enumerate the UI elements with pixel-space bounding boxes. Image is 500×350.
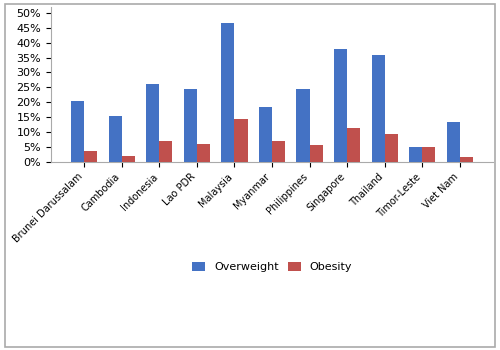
Bar <box>197 144 210 162</box>
Bar <box>84 152 98 162</box>
Bar <box>384 134 398 162</box>
Bar <box>409 147 422 162</box>
Bar <box>222 23 234 162</box>
Bar <box>71 101 84 162</box>
Bar <box>334 49 347 162</box>
Bar <box>460 158 473 162</box>
Bar <box>422 147 436 162</box>
Bar <box>446 122 460 162</box>
Bar <box>160 141 172 162</box>
Legend: Overweight, Obesity: Overweight, Obesity <box>188 257 356 276</box>
Bar <box>184 89 197 162</box>
Bar <box>146 84 160 162</box>
Bar <box>122 156 135 162</box>
Bar <box>372 55 384 162</box>
Bar <box>259 107 272 162</box>
Bar <box>108 116 122 162</box>
Bar <box>272 141 285 162</box>
Bar <box>296 89 310 162</box>
Bar <box>347 128 360 162</box>
Bar <box>310 146 322 162</box>
Bar <box>234 119 248 162</box>
